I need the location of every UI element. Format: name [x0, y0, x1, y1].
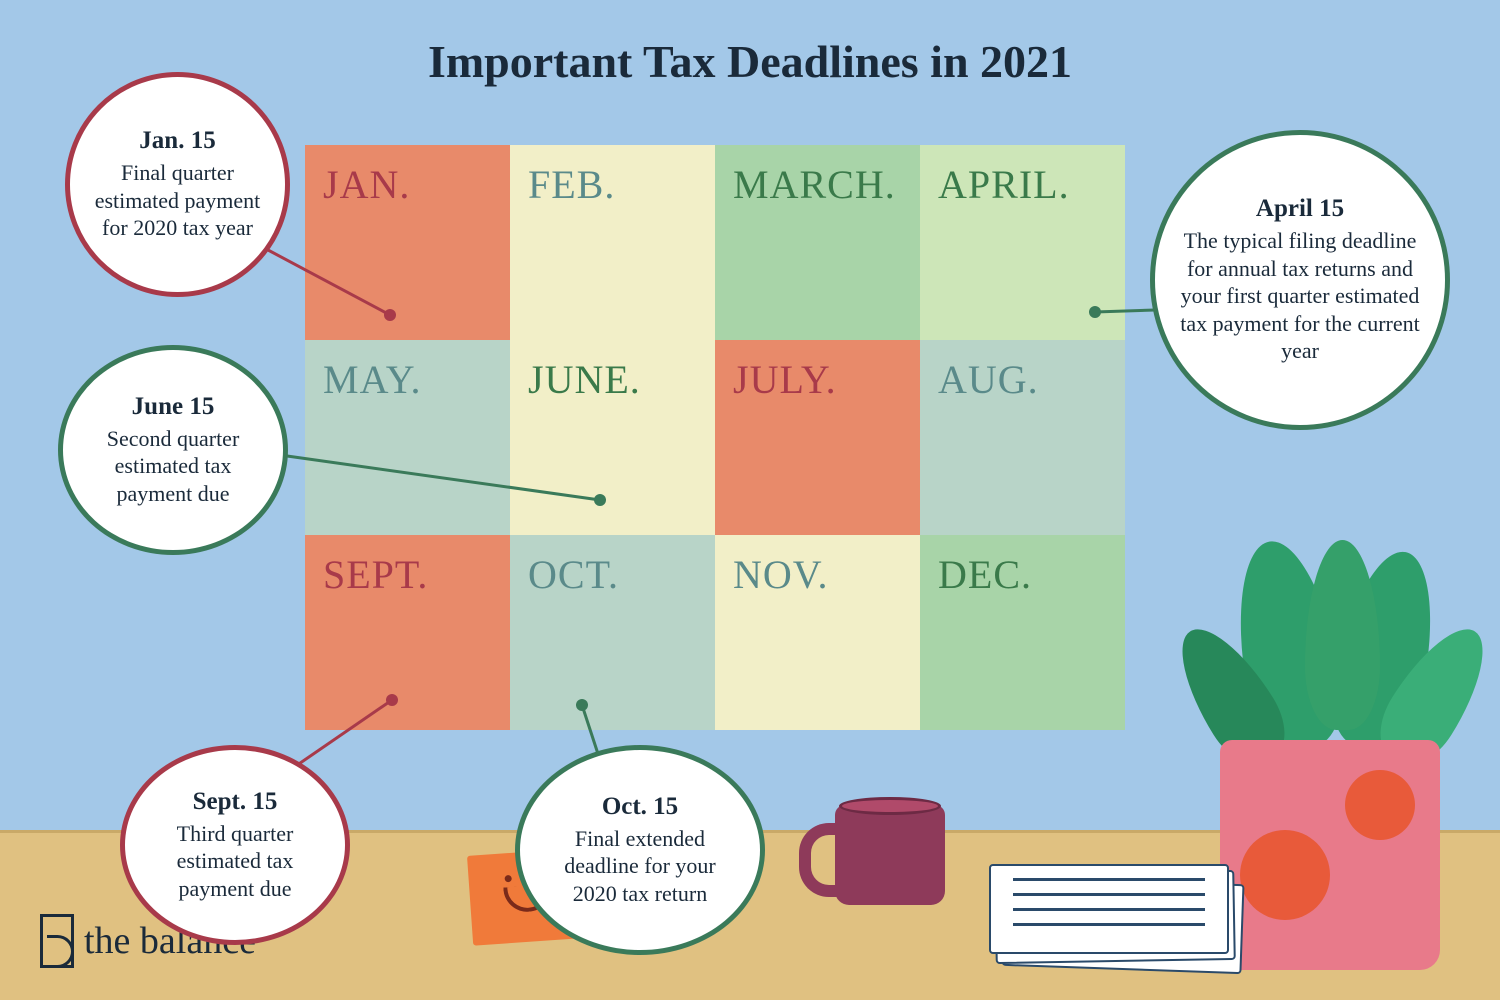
callout-date: Sept. 15 — [193, 788, 278, 816]
callout-sept: Sept. 15 Third quarter estimated tax paym… — [120, 745, 350, 945]
callout-desc: The typical filing deadline for annual t… — [1179, 227, 1421, 365]
callout-desc: Final extended deadline for your 2020 ta… — [544, 825, 736, 908]
month-cell-sept: SEPT. — [305, 535, 510, 730]
month-cell-dec: DEC. — [920, 535, 1125, 730]
callout-june: June 15 Second quarter estimated tax paym… — [58, 345, 288, 555]
callout-date: April 15 — [1256, 195, 1344, 223]
month-label: MARCH. — [733, 161, 896, 208]
month-cell-july: JULY. — [715, 340, 920, 535]
month-label: APRIL. — [938, 161, 1070, 208]
page-title: Important Tax Deadlines in 2021 — [0, 35, 1500, 88]
plant-pot — [1220, 740, 1440, 970]
month-label: OCT. — [528, 551, 619, 598]
callout-date: Jan. 15 — [139, 127, 215, 155]
callout-april: April 15 The typical filing deadline for … — [1150, 130, 1450, 430]
month-cell-march: MARCH. — [715, 145, 920, 340]
month-cell-april: APRIL. — [920, 145, 1125, 340]
month-cell-feb: FEB. — [510, 145, 715, 340]
callout-desc: Final quarter estimated payment for 2020… — [94, 159, 261, 242]
month-cell-june: JUNE. — [510, 340, 715, 535]
month-label: FEB. — [528, 161, 615, 208]
brand-logo-mark — [40, 914, 74, 968]
month-cell-aug: AUG. — [920, 340, 1125, 535]
month-label: JAN. — [323, 161, 410, 208]
month-label: SEPT. — [323, 551, 428, 598]
month-cell-oct: OCT. — [510, 535, 715, 730]
month-label: JUNE. — [528, 356, 641, 403]
mug-icon — [835, 805, 945, 905]
calendar-grid: JAN. FEB. MARCH. APRIL. MAY. JUNE. JULY. AUG. SE… — [305, 145, 1125, 730]
month-label: AUG. — [938, 356, 1039, 403]
month-label: MAY. — [323, 356, 422, 403]
callout-date: June 15 — [132, 393, 215, 421]
month-label: DEC. — [938, 551, 1032, 598]
paper-stack — [985, 860, 1245, 970]
month-label: NOV. — [733, 551, 829, 598]
callout-date: Oct. 15 — [602, 793, 678, 821]
callout-oct: Oct. 15 Final extended deadline for your … — [515, 745, 765, 955]
callout-desc: Third quarter estimated tax payment due — [149, 820, 321, 903]
month-cell-may: MAY. — [305, 340, 510, 535]
month-label: JULY. — [733, 356, 837, 403]
month-cell-nov: NOV. — [715, 535, 920, 730]
callout-jan: Jan. 15 Final quarter estimated payment f… — [65, 72, 290, 297]
month-cell-jan: JAN. — [305, 145, 510, 340]
callout-desc: Second quarter estimated tax payment due — [87, 425, 259, 508]
